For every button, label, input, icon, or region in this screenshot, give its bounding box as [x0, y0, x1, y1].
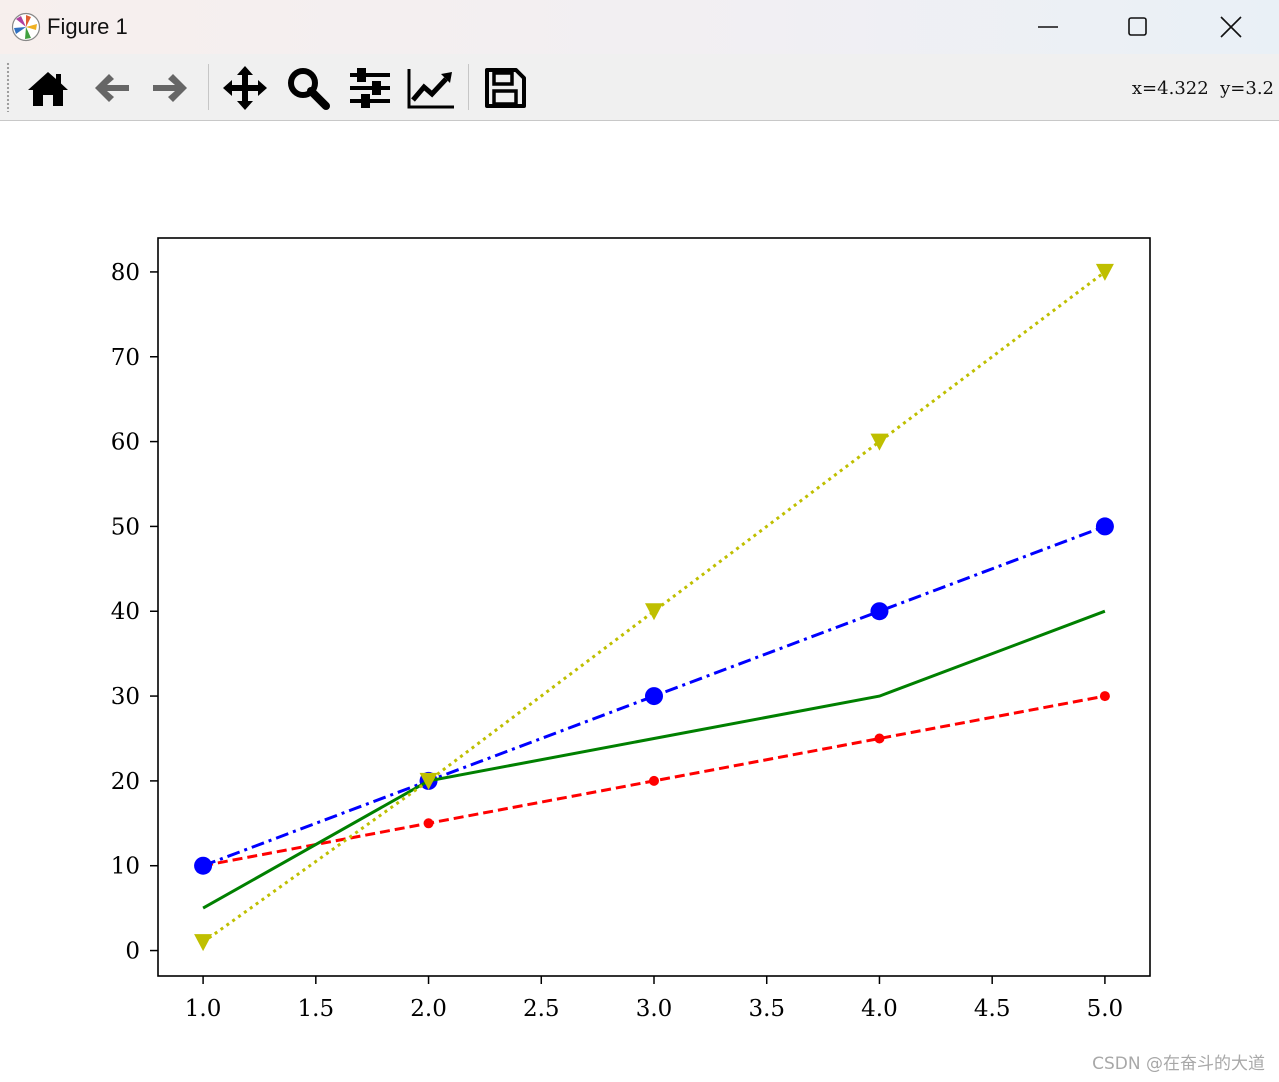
- y-tick-label: 50: [111, 514, 140, 540]
- y-tick-label: 70: [111, 345, 140, 371]
- series-3: [202, 609, 1106, 910]
- subplots-config-icon: [350, 68, 390, 108]
- x-tick-label: 2.0: [410, 996, 447, 1022]
- edit-axis-curves-icon: [407, 69, 454, 109]
- series-1-point: [1099, 691, 1110, 702]
- series-4-point: [645, 603, 663, 621]
- zoom-button[interactable]: [282, 62, 334, 114]
- home-icon: [28, 72, 68, 106]
- toolbar-separator: [468, 64, 469, 110]
- minimize-button[interactable]: [1003, 0, 1093, 54]
- window-titlebar: Figure 1: [0, 0, 1279, 54]
- x-tick-label: 4.0: [861, 996, 898, 1022]
- coordinate-readout: x=4.322 y=3.2: [1131, 78, 1274, 99]
- line-chart[interactable]: 1.0 1.5 2.0 2.5 3.0 3.5 4.0 4.5 5.0 0 10 20 30 40 50 6…: [0, 121, 1279, 1082]
- figure-canvas[interactable]: 1.0 1.5 2.0 2.5 3.0 3.5 4.0 4.5 5.0 0 10 20 30 40 50 6…: [0, 121, 1279, 1082]
- series-2: [194, 517, 1114, 875]
- y-tick-label: 10: [111, 854, 140, 880]
- series-2-point: [194, 856, 213, 875]
- series-4-point: [1095, 263, 1114, 281]
- series-2-point: [870, 602, 889, 621]
- back-button[interactable]: [85, 62, 137, 114]
- toolbar-separator: [208, 64, 209, 110]
- save-button[interactable]: [479, 62, 531, 114]
- zoom-magnifier-icon: [288, 68, 330, 110]
- series-1: [198, 691, 1110, 871]
- watermark: CSDN @在奋斗的大道: [1092, 1054, 1265, 1074]
- series-4-point: [194, 934, 213, 952]
- save-figure-icon: [485, 68, 526, 108]
- x-tick-label: 1.0: [185, 996, 222, 1022]
- home-button[interactable]: [22, 62, 74, 114]
- matplotlib-logo-icon: [11, 12, 41, 42]
- maximize-button[interactable]: [1093, 0, 1183, 54]
- x-tick-label: 3.5: [748, 996, 785, 1022]
- x-tick-label: 3.0: [636, 996, 673, 1022]
- navigation-toolbar: x=4.322 y=3.2: [0, 54, 1279, 121]
- y-tick-label: 80: [111, 260, 140, 286]
- maximize-icon: [1128, 17, 1147, 36]
- y-tick-label: 20: [111, 769, 140, 795]
- series-1-point: [649, 775, 659, 786]
- close-button[interactable]: [1186, 0, 1276, 54]
- minimize-icon: [1038, 26, 1058, 28]
- series-2-line: [202, 524, 1106, 868]
- series-1-point: [874, 733, 885, 744]
- y-tick-label: 0: [125, 939, 140, 965]
- x-tick-label: 1.5: [298, 996, 335, 1022]
- forward-arrow-icon: [153, 74, 187, 102]
- x-tick-label: 4.5: [974, 996, 1011, 1022]
- series-4-point: [419, 772, 438, 790]
- close-icon: [1220, 16, 1242, 38]
- edit-curves-button[interactable]: [405, 62, 457, 114]
- series-4: [194, 263, 1114, 952]
- x-tick-label: 5.0: [1087, 996, 1124, 1022]
- series-2-point: [645, 687, 663, 706]
- subplots-button[interactable]: [344, 62, 396, 114]
- series-1-point: [423, 818, 434, 829]
- forward-button[interactable]: [145, 62, 197, 114]
- y-tick-label: 30: [111, 684, 140, 710]
- back-arrow-icon: [95, 74, 129, 102]
- pan-move-icon: [223, 66, 267, 110]
- x-tick-label: 2.5: [523, 996, 560, 1022]
- y-tick-label: 60: [111, 430, 140, 456]
- toolbar-grip[interactable]: [6, 62, 10, 112]
- pan-button[interactable]: [219, 62, 271, 114]
- series-3-line: [202, 609, 1106, 910]
- y-tick-label: 40: [111, 599, 140, 625]
- window-title: Figure 1: [47, 14, 128, 39]
- series-2-point: [1095, 517, 1114, 536]
- series-4-point: [870, 433, 889, 451]
